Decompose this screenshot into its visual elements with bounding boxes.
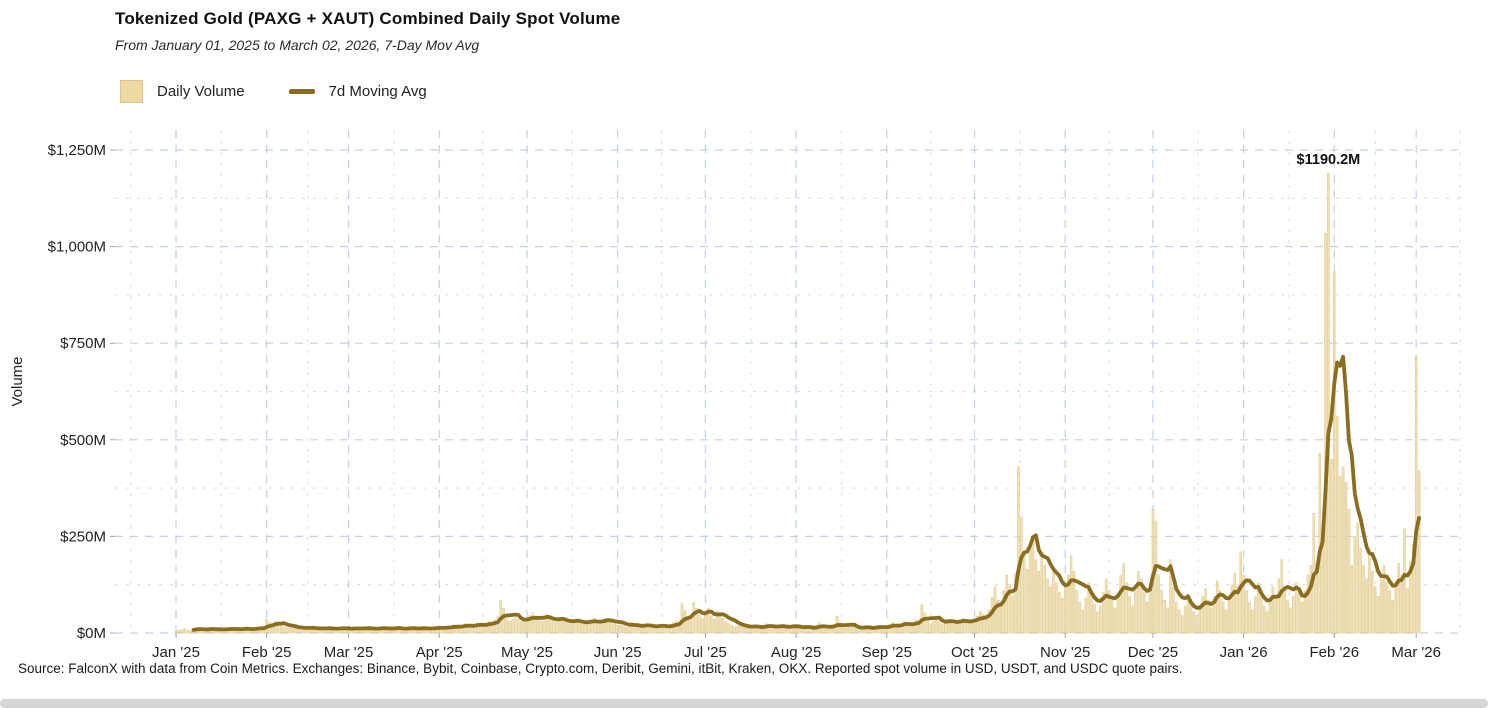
y-axis-labels: $0M $250M $500M $750M $1,000M $1,250M [48,142,115,642]
svg-text:$750M: $750M [60,335,106,352]
svg-text:$1,250M: $1,250M [48,142,106,159]
svg-text:Oct '25: Oct '25 [951,644,998,661]
svg-text:$1,000M: $1,000M [48,239,106,256]
legend-daily-volume-label: Daily Volume [157,83,245,100]
svg-text:Feb '26: Feb '26 [1310,644,1360,661]
svg-text:Sep '25: Sep '25 [862,644,912,661]
svg-text:Jun '25: Jun '25 [594,644,642,661]
svg-text:Dec '25: Dec '25 [1128,644,1178,661]
daily-volume-bars [174,172,1421,634]
svg-text:Feb '25: Feb '25 [242,644,292,661]
gridlines-minor [115,130,1462,633]
x-axis-labels: Jan '25 Feb '25 Mar '25 Apr '25 May '25 Jun '… [152,633,1441,661]
svg-text:Jul '25: Jul '25 [684,644,727,661]
legend-moving-avg-label: 7d Moving Avg [328,83,427,100]
svg-text:Nov '25: Nov '25 [1040,644,1090,661]
daily-volume-swatch-icon [120,80,143,103]
chart-subtitle: From January 01, 2025 to March 02, 2026,… [115,37,480,53]
moving-avg-line-icon [288,89,315,94]
svg-text:Mar '26: Mar '26 [1391,644,1441,661]
svg-text:Apr '25: Apr '25 [416,644,463,661]
y-axis-title: Volume [9,356,26,406]
svg-text:Aug '25: Aug '25 [771,644,821,661]
chart-title: Tokenized Gold (PAXG + XAUT) Combined Da… [115,9,621,28]
svg-text:Mar '25: Mar '25 [324,644,374,661]
chart-legend: Daily Volume 7d Moving Avg [120,80,427,103]
moving-avg-line [191,354,1421,632]
peak-annotation: $1190.2M [1297,152,1361,168]
source-attribution: Source: FalconX with data from Coin Metr… [18,661,1183,676]
svg-text:Jan '26: Jan '26 [1220,644,1268,661]
horizontal-scrollbar[interactable] [0,699,1488,708]
svg-text:Jan '25: Jan '25 [152,644,200,661]
gridlines-major [115,130,1462,634]
svg-text:$250M: $250M [60,528,106,545]
svg-text:$0M: $0M [77,625,106,642]
svg-text:$500M: $500M [60,432,106,449]
svg-text:May '25: May '25 [501,644,553,661]
